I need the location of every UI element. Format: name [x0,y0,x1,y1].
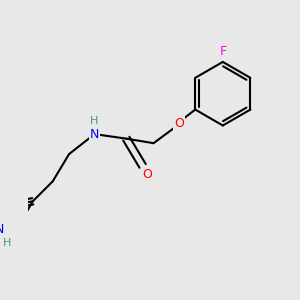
Text: H: H [3,238,11,248]
Text: O: O [142,169,152,182]
Text: N: N [90,128,99,141]
Text: F: F [219,44,226,58]
Text: H: H [90,116,99,126]
Text: O: O [174,117,184,130]
Text: N: N [0,224,4,236]
